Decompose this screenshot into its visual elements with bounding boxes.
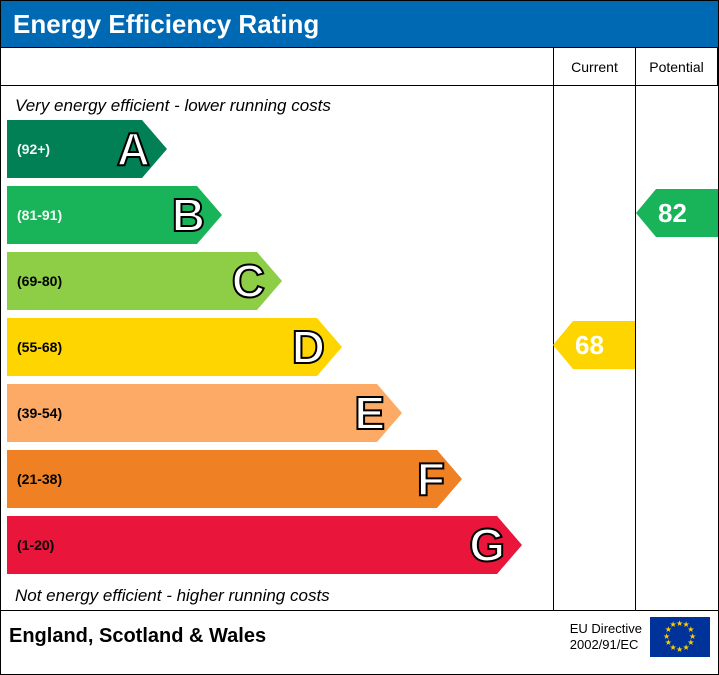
caption-inefficient: Not energy efficient - higher running co…: [7, 582, 553, 610]
band-f: (21-38) F: [7, 450, 553, 508]
band-range: (1-20): [7, 537, 54, 553]
col-head-blank: [1, 48, 554, 86]
band-letter: G: [469, 518, 505, 572]
directive-line1: EU Directive: [570, 621, 642, 637]
current-column: 68: [554, 86, 636, 610]
bands-column: Very energy efficient - lower running co…: [1, 86, 554, 610]
footer-directive-block: EU Directive 2002/91/EC ★★★★★★★★★★★★: [570, 617, 710, 657]
directive-line2: 2002/91/EC: [570, 637, 642, 653]
band-letter: C: [232, 254, 265, 308]
col-head-current: Current: [554, 48, 636, 86]
band-a: (92+) A: [7, 120, 553, 178]
footer-region: England, Scotland & Wales: [9, 625, 266, 648]
directive-text: EU Directive 2002/91/EC: [570, 621, 642, 652]
band-letter: A: [117, 122, 150, 176]
band-range: (81-91): [7, 207, 62, 223]
chart-table: Current Potential Very energy efficient …: [1, 47, 718, 610]
band-range: (55-68): [7, 339, 62, 355]
band-range: (69-80): [7, 273, 62, 289]
footer: England, Scotland & Wales EU Directive 2…: [1, 610, 718, 662]
band-c: (69-80) C: [7, 252, 553, 310]
band-range: (21-38): [7, 471, 62, 487]
band-bar: (81-91)B: [7, 186, 197, 244]
potential-column: 82: [636, 86, 718, 610]
bands-container: (92+) A (81-91) B (69-80) C (55-68) D (39-54) E (2…: [7, 120, 553, 574]
current-value: 68: [575, 330, 604, 361]
band-bar: (69-80)C: [7, 252, 257, 310]
potential-value: 82: [658, 198, 687, 229]
epc-chart: Energy Efficiency Rating Current Potenti…: [0, 0, 719, 675]
current-pointer: 68: [573, 321, 635, 369]
caption-efficient: Very energy efficient - lower running co…: [7, 92, 553, 120]
col-head-potential: Potential: [636, 48, 718, 86]
band-letter: B: [172, 188, 205, 242]
band-letter: D: [292, 320, 325, 374]
band-d: (55-68) D: [7, 318, 553, 376]
chart-title: Energy Efficiency Rating: [1, 1, 718, 47]
band-letter: E: [354, 386, 385, 440]
band-letter: F: [417, 452, 445, 506]
band-range: (39-54): [7, 405, 62, 421]
band-bar: (55-68)D: [7, 318, 317, 376]
band-bar: (1-20)G: [7, 516, 497, 574]
potential-pointer: 82: [656, 189, 718, 237]
band-range: (92+): [7, 141, 50, 157]
band-b: (81-91) B: [7, 186, 553, 244]
band-bar: (92+)A: [7, 120, 142, 178]
band-g: (1-20) G: [7, 516, 553, 574]
band-e: (39-54) E: [7, 384, 553, 442]
eu-flag-icon: ★★★★★★★★★★★★: [650, 617, 710, 657]
band-bar: (21-38)F: [7, 450, 437, 508]
band-bar: (39-54)E: [7, 384, 377, 442]
